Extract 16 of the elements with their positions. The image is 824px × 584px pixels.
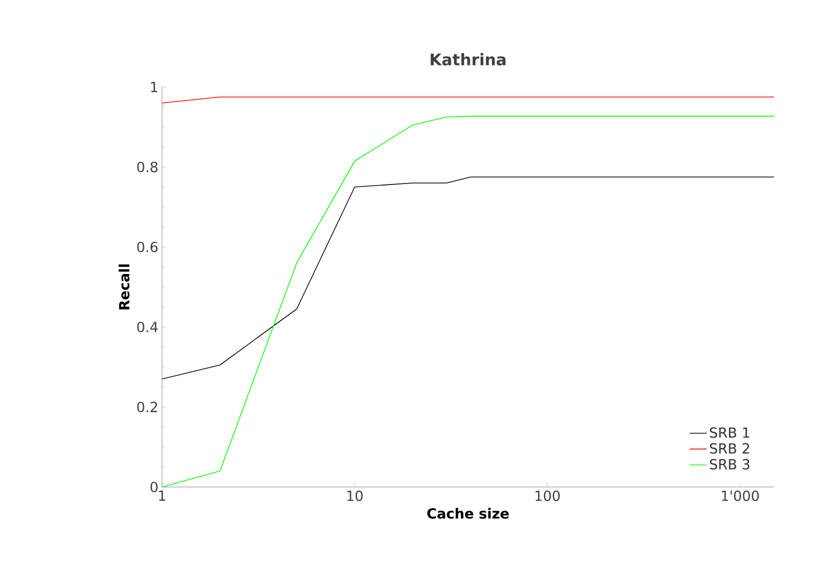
y-tick-label: 0.8 xyxy=(137,162,158,172)
legend-label: SRB 2 xyxy=(710,443,750,454)
x-tick-label: 10 xyxy=(347,490,363,502)
y-tick-label: 1 xyxy=(151,82,158,92)
legend-label: SRB 3 xyxy=(710,458,750,470)
x-tick-label: 1'000 xyxy=(722,490,759,502)
y-tick-label: 0.6 xyxy=(137,242,158,252)
y-tick-label: 0.4 xyxy=(137,322,158,332)
chart-title: Kathrina xyxy=(430,53,506,66)
y-tick-label: 0 xyxy=(150,482,158,492)
x-tick-label: 100 xyxy=(536,490,560,502)
x-axis-title: Cache size xyxy=(427,508,509,519)
y-tick-label: 0.2 xyxy=(137,402,158,412)
legend-label: SRB 1 xyxy=(710,427,750,438)
y-axis-title: Recall xyxy=(118,264,130,310)
x-tick-label: 1 xyxy=(159,490,166,501)
